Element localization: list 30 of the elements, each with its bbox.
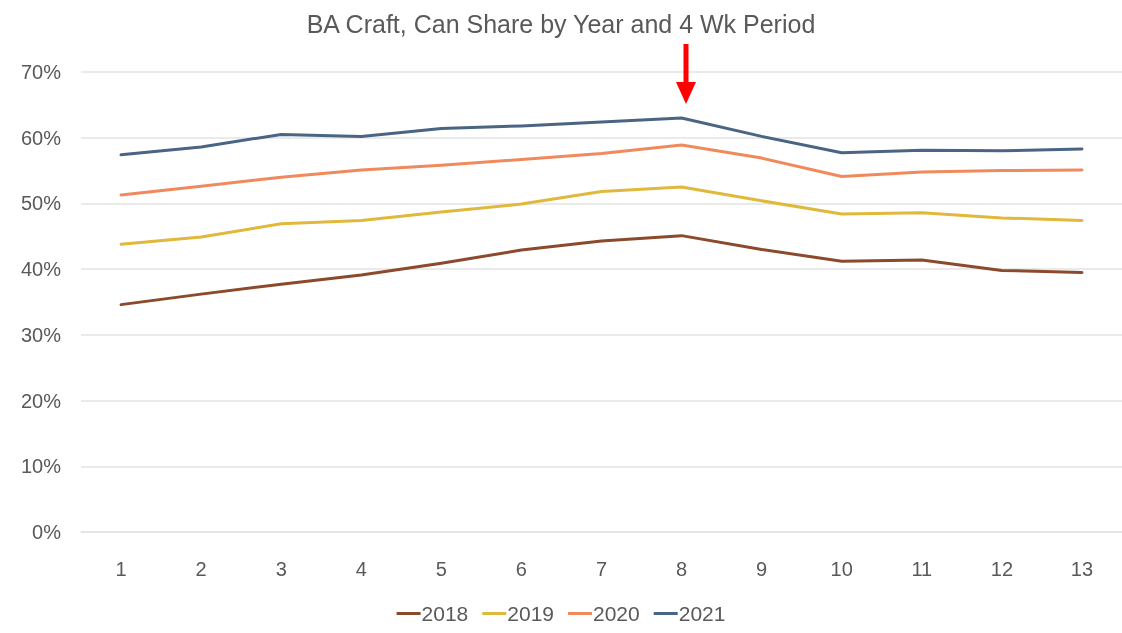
y-tick-label: 0% (32, 521, 62, 543)
x-tick-label: 4 (355, 558, 367, 580)
x-tick-label: 1 (115, 558, 127, 580)
legend-label: 2021 (678, 602, 726, 625)
line-series (119, 116, 1084, 157)
x-tick-label: 9 (756, 558, 768, 580)
y-tick-label: 20% (20, 389, 62, 412)
x-tick-label: 10 (830, 558, 853, 580)
line-series (119, 234, 1084, 307)
x-tick-label: 11 (911, 558, 933, 580)
chart-title: BA Craft, Can Share by Year and 4 Wk Period (306, 9, 816, 38)
y-tick-label: 30% (20, 323, 62, 346)
y-tick-label: 70% (20, 61, 62, 83)
x-tick-label: 12 (990, 558, 1014, 580)
y-tick-label: 50% (20, 192, 62, 215)
x-tick-label: 13 (1070, 558, 1094, 580)
y-tick-label: 10% (20, 455, 62, 478)
x-tick-label: 5 (435, 558, 447, 580)
legend-label: 2020 (593, 602, 640, 625)
line-series (119, 185, 1084, 246)
line-series (119, 143, 1084, 197)
legend-label: 2019 (507, 602, 554, 625)
y-tick-label: 40% (20, 258, 62, 281)
x-tick-label: 6 (515, 558, 527, 580)
y-tick-label: 60% (20, 126, 62, 149)
x-tick-label: 8 (676, 558, 688, 580)
x-tick-label: 7 (595, 558, 608, 580)
legend-label: 2018 (421, 602, 469, 625)
x-tick-label: 2 (195, 558, 207, 580)
x-tick-label: 3 (275, 558, 287, 580)
